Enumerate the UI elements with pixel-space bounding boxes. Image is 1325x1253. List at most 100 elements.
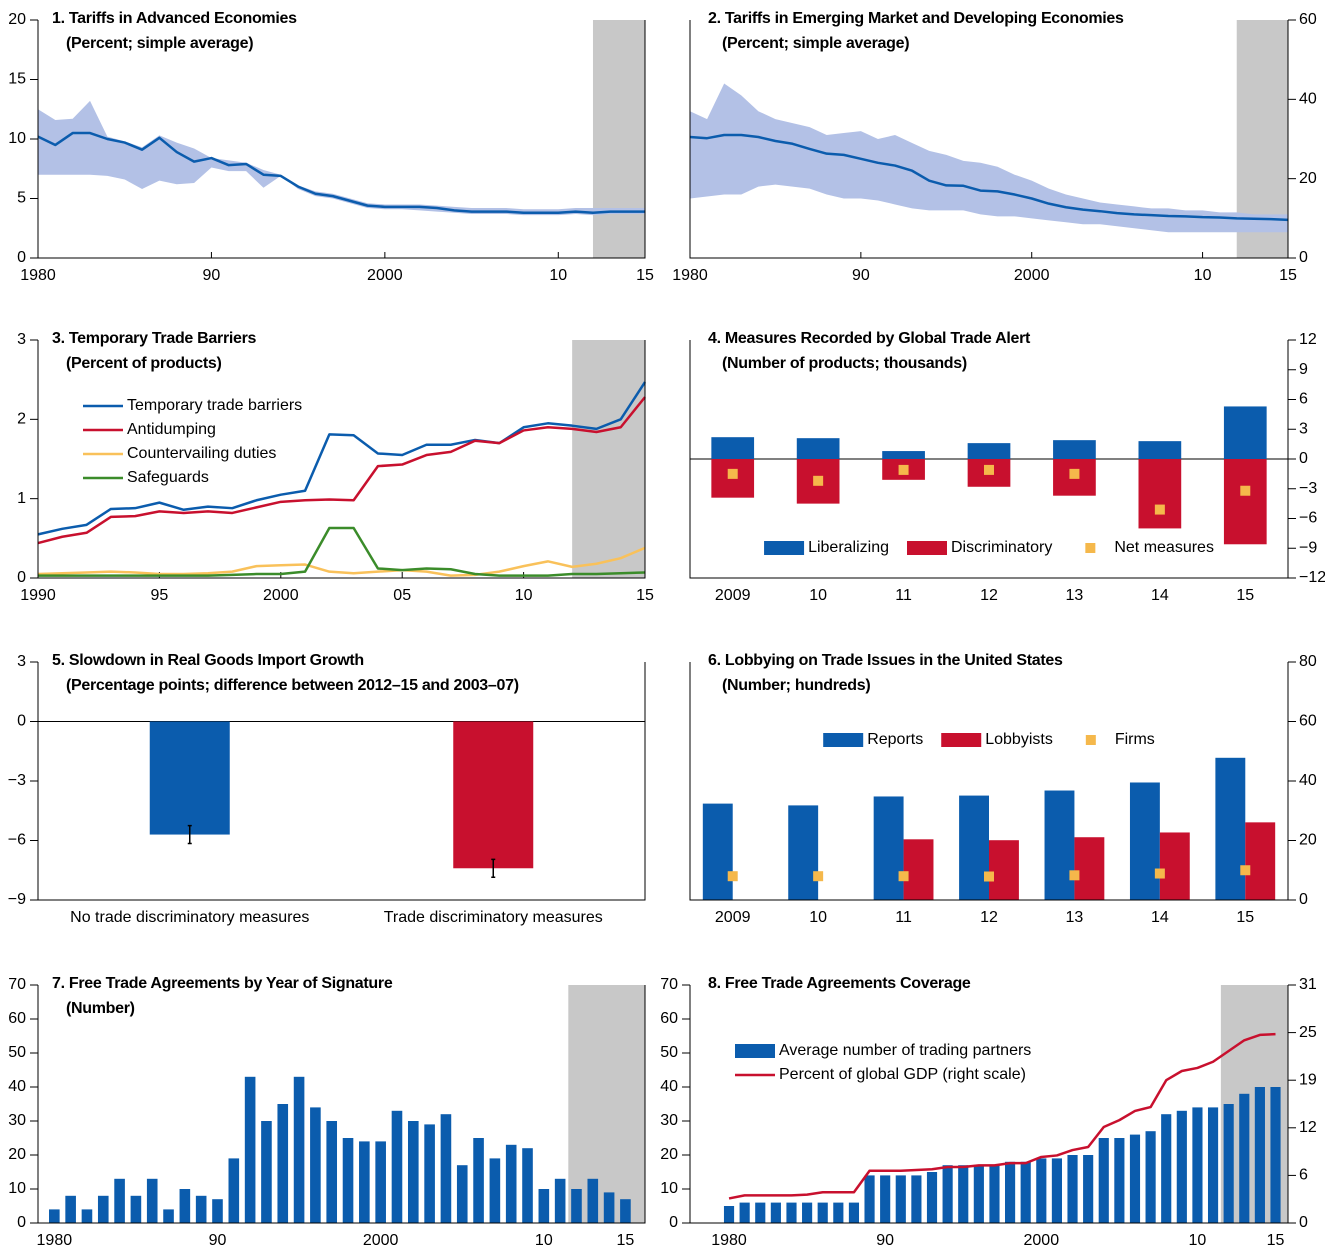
bar bbox=[505, 1144, 517, 1223]
legend-label: Temporary trade barriers bbox=[127, 397, 302, 414]
series-line bbox=[728, 1032, 1276, 1200]
bar bbox=[1239, 1093, 1250, 1223]
y-tick-label: 10 bbox=[660, 1180, 678, 1197]
bar bbox=[342, 1138, 354, 1223]
y-tick-label: 80 bbox=[1299, 653, 1317, 670]
bar bbox=[293, 1076, 305, 1223]
bar bbox=[1129, 1134, 1141, 1223]
bar bbox=[1020, 1161, 1031, 1223]
panel-title: 8. Free Trade Agreements Coverage bbox=[708, 975, 971, 992]
x-tick-label: 2009 bbox=[715, 587, 751, 604]
y-tick-label: 0 bbox=[17, 713, 26, 730]
bar bbox=[882, 451, 925, 459]
legend-swatch bbox=[735, 1044, 775, 1058]
x-tick-label: 90 bbox=[203, 267, 221, 284]
bar bbox=[244, 1076, 256, 1223]
bar bbox=[522, 1148, 533, 1223]
y-tick-label: 2 bbox=[17, 411, 26, 428]
y-tick-label: 5 bbox=[17, 190, 26, 207]
x-tick-label: 13 bbox=[1066, 909, 1084, 926]
legend-label: Average number of trading partners bbox=[779, 1042, 1031, 1059]
legend: Liberalizing Discriminatory Net measures bbox=[764, 539, 1214, 556]
bar bbox=[49, 1209, 60, 1223]
y-tick-label: 12 bbox=[1299, 1119, 1317, 1136]
bar bbox=[261, 1121, 272, 1223]
x-tick-label: 11 bbox=[895, 587, 912, 604]
range-band bbox=[690, 83, 1288, 233]
y-tick-label: 30 bbox=[8, 1112, 26, 1129]
bar bbox=[179, 1189, 191, 1223]
point-marker bbox=[727, 871, 738, 882]
y-tick-label: 70 bbox=[660, 976, 678, 993]
legend-label: Discriminatory bbox=[951, 539, 1052, 556]
y-tick-label: 10 bbox=[8, 130, 26, 147]
panel-subtitle: (Percent; simple average) bbox=[722, 35, 909, 52]
y-tick-label: 20 bbox=[8, 1146, 26, 1163]
panel-title: 3. Temporary Trade Barriers bbox=[52, 330, 257, 347]
bar bbox=[1223, 459, 1267, 545]
bar bbox=[1138, 441, 1182, 459]
y-tick-label: 20 bbox=[1299, 832, 1317, 849]
x-tick-label: 15 bbox=[1236, 587, 1254, 604]
bar bbox=[440, 1114, 452, 1223]
x-tick-label: 1980 bbox=[20, 267, 56, 284]
point-marker bbox=[1069, 468, 1080, 479]
bar bbox=[833, 1202, 844, 1223]
y-tick-label: 0 bbox=[17, 569, 26, 586]
bar bbox=[967, 443, 1011, 459]
bar bbox=[65, 1195, 76, 1223]
y-tick-label: 0 bbox=[1299, 450, 1308, 467]
series-line bbox=[37, 546, 646, 577]
bar bbox=[711, 437, 755, 459]
x-tick-label: 10 bbox=[1189, 1232, 1207, 1249]
bar bbox=[848, 1202, 860, 1223]
bar bbox=[989, 840, 1019, 900]
y-tick-label: 0 bbox=[1299, 249, 1308, 266]
x-tick-label: 2000 bbox=[1024, 1232, 1060, 1249]
legend-swatch bbox=[1085, 735, 1096, 745]
point-marker bbox=[813, 871, 824, 882]
y-tick-label: 25 bbox=[1299, 1024, 1317, 1041]
bar bbox=[788, 805, 819, 900]
bar bbox=[310, 1107, 321, 1223]
bar bbox=[873, 796, 904, 900]
x-tick-label: 12 bbox=[980, 587, 998, 604]
x-tick-label: 90 bbox=[852, 267, 870, 284]
range-band bbox=[38, 100, 645, 216]
bar bbox=[538, 1189, 550, 1223]
panel-title: 7. Free Trade Agreements by Year of Sign… bbox=[52, 975, 393, 992]
x-tick-label: 90 bbox=[876, 1232, 894, 1249]
bar bbox=[195, 1195, 207, 1223]
bar bbox=[1053, 440, 1096, 459]
y-tick-label: −12 bbox=[1299, 569, 1325, 586]
legend-label: Net measures bbox=[1114, 539, 1214, 556]
legend-label: Antidumping bbox=[127, 421, 216, 438]
x-tick-label: 1980 bbox=[711, 1232, 747, 1249]
x-tick-label: 15 bbox=[1236, 909, 1254, 926]
legend-swatch bbox=[907, 541, 947, 555]
x-tick-label: 90 bbox=[209, 1232, 227, 1249]
point-marker bbox=[984, 871, 994, 882]
axis-frame bbox=[37, 20, 646, 259]
y-tick-label: 0 bbox=[17, 249, 26, 266]
y-tick-label: 9 bbox=[1299, 361, 1308, 378]
bar bbox=[81, 1209, 93, 1223]
bar bbox=[1114, 1138, 1125, 1223]
y-tick-label: 31 bbox=[1299, 976, 1317, 993]
bar bbox=[1161, 1114, 1172, 1223]
bar bbox=[1067, 1155, 1078, 1223]
panel-title: 1. Tariffs in Advanced Economies bbox=[52, 10, 297, 27]
y-tick-label: 30 bbox=[660, 1112, 678, 1129]
x-tick-label: 2000 bbox=[263, 587, 299, 604]
bar bbox=[796, 438, 840, 459]
bar bbox=[1098, 1138, 1109, 1223]
bar bbox=[114, 1178, 125, 1223]
y-tick-label: −6 bbox=[8, 832, 26, 849]
panel-subtitle: (Percentage points; difference between 2… bbox=[66, 677, 519, 694]
bar bbox=[739, 1202, 750, 1223]
point-marker bbox=[1069, 870, 1080, 881]
point-marker bbox=[1154, 868, 1165, 879]
legend-label: Lobbyists bbox=[985, 731, 1053, 748]
x-tick-label: 10 bbox=[549, 267, 567, 284]
legend-label: Liberalizing bbox=[808, 539, 889, 556]
